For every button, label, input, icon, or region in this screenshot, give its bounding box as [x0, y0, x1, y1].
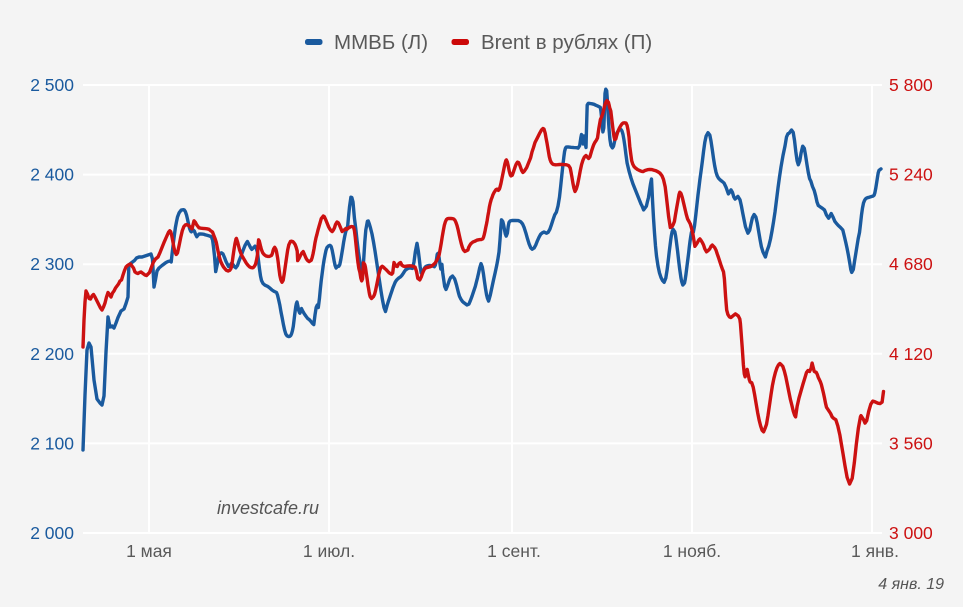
svg-text:Brent в рублях (П): Brent в рублях (П)	[481, 31, 652, 54]
svg-text:1 июл.: 1 июл.	[303, 541, 355, 561]
svg-text:5 800: 5 800	[889, 75, 933, 95]
svg-text:3 000: 3 000	[889, 523, 933, 543]
svg-text:4 янв. 19: 4 янв. 19	[878, 576, 944, 593]
svg-text:ММВБ (Л): ММВБ (Л)	[334, 31, 428, 54]
svg-text:4 120: 4 120	[889, 344, 933, 364]
svg-text:2 500: 2 500	[30, 75, 74, 95]
svg-text:3 560: 3 560	[889, 433, 933, 453]
svg-text:2 000: 2 000	[30, 523, 74, 543]
svg-text:investcafe.ru: investcafe.ru	[217, 498, 319, 518]
svg-text:1 сент.: 1 сент.	[487, 541, 541, 561]
svg-text:1 нояб.: 1 нояб.	[663, 541, 721, 561]
svg-text:2 100: 2 100	[30, 433, 74, 453]
svg-text:2 300: 2 300	[30, 254, 74, 274]
svg-text:2 400: 2 400	[30, 165, 74, 185]
svg-text:1 янв.: 1 янв.	[851, 541, 899, 561]
svg-text:4 680: 4 680	[889, 254, 933, 274]
svg-text:2 200: 2 200	[30, 344, 74, 364]
svg-text:5 240: 5 240	[889, 165, 933, 185]
svg-text:1 мая: 1 мая	[126, 541, 172, 561]
